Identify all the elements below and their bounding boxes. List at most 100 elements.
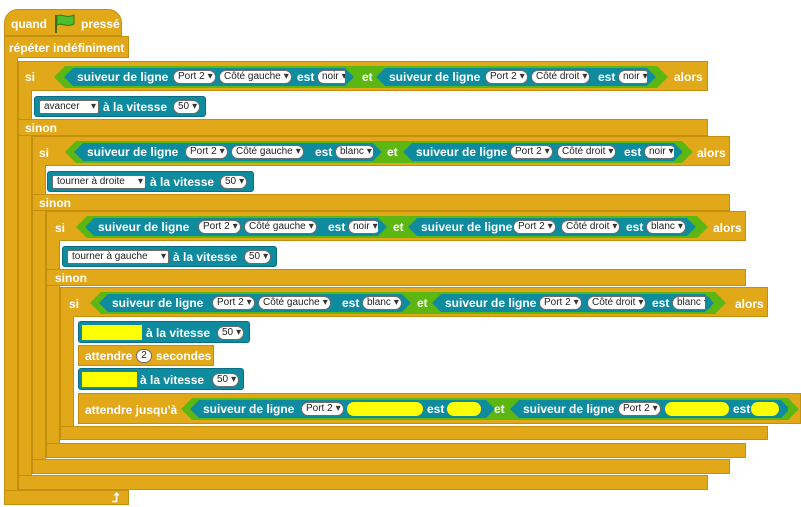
sensor-label: suiveur de ligne [98, 220, 190, 234]
then-label: alors [735, 297, 764, 311]
green-flag-icon [55, 14, 75, 33]
and-operator[interactable]: suiveur de ligne Port 2 Côté gauche est … [76, 216, 708, 238]
color-dropdown[interactable]: blanc [362, 296, 402, 310]
wait-until-label: attendre jusqu'à [85, 403, 178, 417]
then-label: alors [697, 146, 726, 160]
when-flag-clicked-block[interactable]: quand pressé [4, 9, 122, 36]
line-follower-sensor[interactable]: suiveur de ligne Port 2 est [190, 400, 495, 418]
port-dropdown[interactable]: Port 2 [485, 70, 528, 84]
forever-label: répéter indéfiniment [9, 41, 125, 55]
move-block-1[interactable]: avancer à la vitesse 50 [34, 96, 206, 117]
line-follower-sensor[interactable]: suiveur de ligne Port 2 Côté gauche est … [85, 218, 387, 236]
speed-dropdown[interactable]: 50 [173, 100, 201, 114]
if-else-block-2[interactable]: si suiveur de ligne Port 2 Côté gauche e… [32, 136, 730, 166]
color-dropdown[interactable]: noir [348, 220, 381, 234]
speed-label: à la vitesse [173, 250, 238, 264]
port-dropdown[interactable]: Port 2 [185, 145, 228, 159]
and-operator[interactable]: suiveur de ligne Port 2 Côté gauche est … [90, 292, 726, 314]
and-operator[interactable]: suiveur de ligne Port 2 est et suiveur d… [181, 398, 799, 420]
if-else-block-3[interactable]: si suiveur de ligne Port 2 Côté gauche e… [46, 211, 746, 241]
and-label: et [393, 220, 404, 234]
color-dropdown[interactable]: blanc [335, 145, 375, 159]
side-dropdown[interactable]: Côté gauche [258, 296, 331, 310]
line-follower-sensor[interactable]: suiveur de ligne Port 2 Côté droit est n… [376, 68, 656, 86]
port-dropdown[interactable]: Port 2 [301, 402, 344, 416]
line-follower-sensor[interactable]: suiveur de ligne Port 2 Côté gauche est … [99, 294, 411, 312]
and-operator[interactable]: suiveur de ligne Port 2 Côté gauche est … [54, 66, 668, 88]
color-dropdown[interactable]: noir [644, 145, 677, 159]
speed-dropdown[interactable]: 50 [217, 326, 245, 340]
else-label: sinon [55, 271, 87, 285]
line-follower-sensor[interactable]: suiveur de ligne Port 2 Côté gauche est … [74, 143, 382, 161]
sensor-label: suiveur de ligne [445, 296, 537, 310]
side-dropdown[interactable]: Côté gauche [244, 220, 317, 234]
sensor-label: suiveur de ligne [416, 145, 508, 159]
line-follower-sensor[interactable]: suiveur de ligne Port 2 est [510, 400, 790, 418]
side-dropdown[interactable]: Côté droit [557, 145, 617, 159]
sensor-label: suiveur de ligne [421, 220, 513, 234]
wait-until-block[interactable]: attendre jusqu'à suiveur de ligne Port 2… [78, 393, 801, 424]
direction-dropdown[interactable]: avancer [39, 100, 99, 114]
port-dropdown[interactable]: Port 2 [513, 220, 556, 234]
seconds-label: secondes [156, 349, 212, 363]
value-placeholder[interactable] [447, 402, 481, 416]
side-dropdown[interactable]: Côté gauche [231, 145, 304, 159]
move-block-2[interactable]: tourner à droite à la vitesse 50 [47, 171, 254, 192]
color-dropdown[interactable]: blanc [672, 296, 712, 310]
then-label: alors [674, 70, 703, 84]
else-bar-2: sinon [32, 194, 730, 211]
color-dropdown[interactable]: blanc [646, 220, 686, 234]
move-block-3[interactable]: tourner à gauche à la vitesse 50 [62, 246, 277, 267]
if-arm-3 [46, 240, 60, 450]
else-label: sinon [25, 121, 57, 135]
wait-seconds-block[interactable]: attendre 2 secondes [78, 345, 214, 366]
side-placeholder[interactable] [665, 402, 729, 416]
side-dropdown[interactable]: Côté droit [587, 296, 647, 310]
side-placeholder[interactable] [347, 402, 423, 416]
sensor-label: suiveur de ligne [77, 70, 169, 84]
speed-label: à la vitesse [140, 373, 205, 387]
if-else-block-1[interactable]: si suiveur de ligne Port 2 Côté gauche e… [18, 61, 708, 91]
else-label: sinon [39, 196, 71, 210]
hat-label: quand [11, 17, 47, 31]
value-placeholder[interactable] [751, 402, 779, 416]
line-follower-sensor[interactable]: suiveur de ligne Port 2 Côté droit est n… [403, 143, 683, 161]
if-block-4[interactable]: si suiveur de ligne Port 2 Côté gauche e… [60, 287, 768, 317]
port-dropdown[interactable]: Port 2 [618, 402, 661, 416]
direction-placeholder[interactable] [82, 372, 137, 387]
and-label: et [494, 402, 505, 416]
forever-block[interactable]: répéter indéfiniment [4, 36, 129, 58]
port-dropdown[interactable]: Port 2 [173, 70, 216, 84]
is-label: est [733, 402, 751, 416]
direction-dropdown[interactable]: tourner à gauche [67, 250, 169, 264]
speed-dropdown[interactable]: 50 [220, 175, 248, 189]
port-dropdown[interactable]: Port 2 [212, 296, 255, 310]
color-dropdown[interactable]: noir [317, 70, 350, 84]
sensor-label: suiveur de ligne [112, 296, 204, 310]
speed-label: à la vitesse [103, 100, 168, 114]
line-follower-sensor[interactable]: suiveur de ligne Port 2 Côté droit est b… [432, 294, 714, 312]
color-dropdown[interactable]: noir [618, 70, 651, 84]
and-operator[interactable]: suiveur de ligne Port 2 Côté gauche est … [65, 141, 693, 163]
port-dropdown[interactable]: Port 2 [539, 296, 582, 310]
line-follower-sensor[interactable]: suiveur de ligne Port 2 Côté droit est b… [408, 218, 696, 236]
line-follower-sensor[interactable]: suiveur de ligne Port 2 Côté gauche est … [64, 68, 354, 86]
if-bottom-3 [46, 443, 746, 458]
direction-dropdown[interactable]: tourner à droite [52, 175, 146, 189]
is-label: est [598, 70, 616, 84]
move-block-4[interactable]: à la vitesse 50 [78, 321, 250, 343]
hat-label-2: pressé [81, 17, 120, 31]
port-dropdown[interactable]: Port 2 [198, 220, 241, 234]
side-dropdown[interactable]: Côté droit [531, 70, 591, 84]
speed-dropdown[interactable]: 50 [244, 250, 272, 264]
speed-dropdown[interactable]: 50 [212, 373, 240, 387]
seconds-input[interactable]: 2 [136, 349, 152, 363]
if-bottom-1 [18, 475, 708, 490]
port-dropdown[interactable]: Port 2 [510, 145, 553, 159]
side-dropdown[interactable]: Côté gauche [219, 70, 292, 84]
side-dropdown[interactable]: Côté droit [561, 220, 621, 234]
sensor-label: suiveur de ligne [203, 402, 295, 416]
direction-placeholder[interactable] [82, 325, 142, 340]
move-block-5[interactable]: à la vitesse 50 [78, 368, 244, 390]
and-label: et [417, 296, 428, 310]
